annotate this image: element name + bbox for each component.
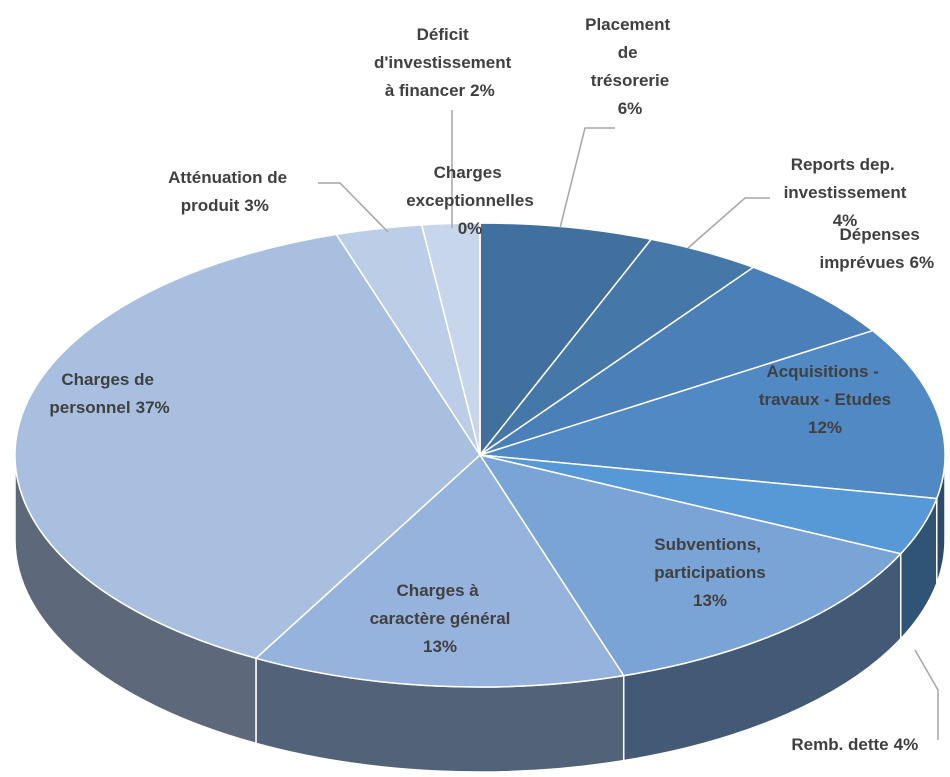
label-line: Reports dep. [791, 155, 900, 174]
value-label: 3% [244, 196, 269, 215]
value-label: 13% [423, 637, 457, 656]
slice-label: Dépenses imprévues [819, 225, 924, 272]
leader-line [687, 197, 770, 249]
leader-line [318, 182, 389, 233]
label-line: exceptionnelles [406, 191, 534, 210]
slice-label: Charges exceptionnelles [406, 163, 534, 210]
value-label: 0% [458, 219, 483, 238]
slice-label: Subventions, participations [654, 535, 765, 582]
slice-label: Acquisitions - travaux - Etudes [759, 362, 891, 409]
slice-label: Déficit d'investissement à financer [374, 25, 516, 100]
label-line: à financer [385, 81, 466, 100]
slice [479, 266, 875, 456]
label-line: travaux - Etudes [759, 390, 891, 409]
label-line: Charges [434, 163, 507, 182]
label-line: trésorerie [591, 71, 669, 90]
label-line: Subventions, [654, 535, 765, 554]
slice [14, 233, 481, 660]
slice [479, 329, 946, 500]
value-label: 4% [833, 211, 858, 230]
value-label: 6% [618, 99, 643, 118]
label-line: de [618, 43, 643, 62]
label-line: Atténuation de [168, 168, 292, 187]
value-label: 2% [470, 81, 495, 100]
leader-lines [318, 110, 939, 740]
label-line: Déficit [417, 25, 474, 44]
value-label: 6% [910, 253, 935, 272]
slice [254, 453, 625, 688]
slice [479, 222, 653, 458]
labels: Placement de trésorerie 6% Reports dep. in… [49, 15, 934, 754]
slice-label: Charges à caractère général [370, 581, 511, 628]
slice-label: Reports dep. investissement [784, 155, 907, 202]
label-line: Dépenses [839, 225, 924, 244]
leader-line [914, 649, 939, 740]
label-line: Acquisitions - [766, 362, 883, 381]
label-line: investissement [784, 183, 907, 202]
label-line: Remb. dette [791, 735, 888, 754]
label-line: personnel [49, 398, 130, 417]
value-label: 4% [894, 735, 919, 754]
slice-label: Placement de trésorerie [585, 15, 675, 90]
label-line: Charges de [61, 370, 158, 389]
label-line: caractère général [370, 609, 511, 628]
label-line: participations [654, 563, 765, 582]
label-line: imprévues [819, 253, 904, 272]
slice-label: Remb. dette [791, 735, 888, 754]
pie [14, 222, 946, 773]
slice-label: Charges de personnel [49, 370, 158, 417]
leader-line [559, 127, 615, 229]
label-line: Placement [585, 15, 675, 34]
value-label: 13% [693, 591, 727, 610]
label-line: Charges à [397, 581, 484, 600]
slice-label: Atténuation de produit [168, 168, 292, 215]
value-label: 37% [136, 398, 170, 417]
value-label: 12% [808, 418, 842, 437]
slice [478, 453, 903, 677]
label-line: produit [181, 196, 240, 215]
label-line: d'investissement [374, 53, 516, 72]
